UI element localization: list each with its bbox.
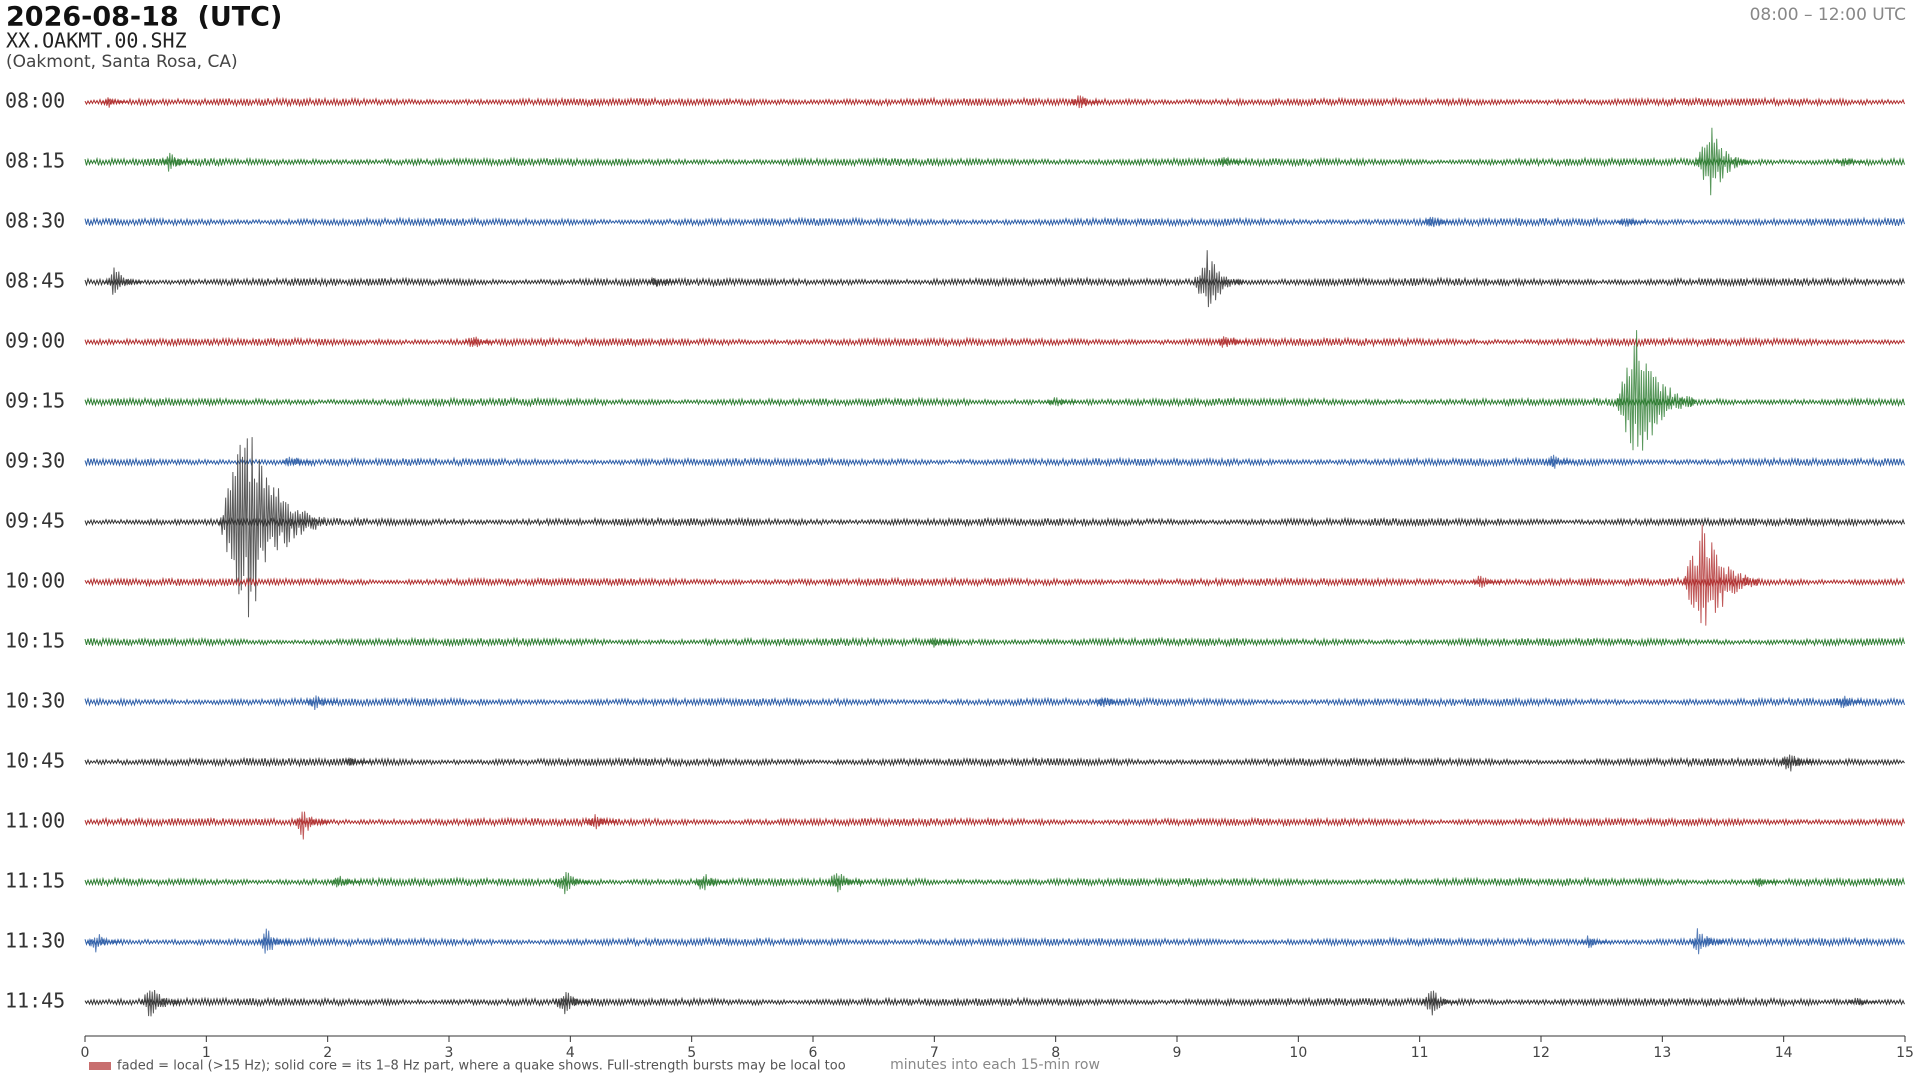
row-label: 10:00 [5, 569, 65, 593]
x-tick-label: 4 [566, 1045, 575, 1061]
event-burst [826, 873, 864, 893]
event-burst [139, 989, 181, 1017]
event-burst [330, 875, 363, 888]
trace-noise [84, 936, 1905, 948]
event-burst [1580, 935, 1612, 949]
trace-noise [84, 876, 1905, 888]
event-burst [646, 277, 677, 287]
event-burst [1614, 330, 1696, 451]
trace-noise [84, 516, 1905, 528]
x-tick-label: 10 [1289, 1045, 1307, 1061]
event-burst [553, 991, 591, 1015]
x-tick-label: 3 [445, 1045, 454, 1061]
event-burst [925, 637, 956, 648]
event-burst [343, 757, 373, 767]
row-label: 08:45 [5, 269, 65, 293]
trace-noise [84, 156, 1905, 168]
legend-swatch [89, 1062, 111, 1070]
x-tick-label: 2 [323, 1045, 332, 1061]
event-burst [87, 934, 122, 953]
event-burst [1046, 397, 1077, 407]
legend-text: faded = local (>15 Hz); solid core = its… [117, 1059, 846, 1074]
row-label: 11:45 [5, 989, 65, 1013]
row-label: 10:30 [5, 689, 65, 713]
event-burst [1471, 575, 1503, 588]
row-label: 09:45 [5, 509, 65, 533]
event-burst [218, 437, 325, 618]
x-tick-label: 1 [202, 1045, 211, 1061]
event-burst [306, 695, 338, 711]
trace-noise [84, 576, 1905, 588]
event-burst [585, 814, 617, 830]
event-burst [1687, 928, 1726, 955]
x-tick-label: 7 [930, 1045, 939, 1061]
x-tick-label: 15 [1896, 1045, 1914, 1061]
x-tick-label: 0 [81, 1045, 90, 1061]
event-burst [1750, 878, 1780, 888]
event-burst [1422, 216, 1454, 228]
row-label: 09:15 [5, 389, 65, 413]
event-burst [100, 97, 130, 108]
event-burst [1216, 336, 1248, 348]
event-burst [1682, 524, 1760, 626]
trace-noise [84, 996, 1905, 1008]
trace-noise [84, 96, 1905, 108]
event-burst [256, 928, 293, 954]
location: (Oakmont, Santa Rosa, CA) [6, 52, 238, 72]
event-burst [104, 267, 142, 295]
row-label: 08:15 [5, 149, 65, 173]
row-label: 11:30 [5, 929, 65, 953]
x-tick-label: 14 [1775, 1045, 1793, 1061]
event-burst [1694, 127, 1751, 196]
x-tick-label: 8 [1051, 1045, 1060, 1061]
station: XX.OAKMT.00.SHZ [6, 29, 187, 53]
x-axis-label: minutes into each 15-min row [890, 1057, 1100, 1073]
event-burst [292, 811, 331, 840]
trace-noise [84, 276, 1905, 288]
event-burst [159, 152, 195, 172]
row-label: 11:00 [5, 809, 65, 833]
x-tick-label: 13 [1653, 1045, 1671, 1061]
chart-title: 2026-08-18 (UTC) [6, 2, 282, 33]
event-burst [281, 456, 314, 467]
trace-noise [84, 756, 1905, 768]
row-label: 08:00 [5, 89, 65, 113]
row-label: 08:30 [5, 209, 65, 233]
range-label: 08:00 – 12:00 UTC [1750, 5, 1906, 25]
event-burst [1847, 997, 1877, 1007]
event-burst [1835, 158, 1865, 167]
event-burst [1543, 454, 1576, 469]
event-burst [1070, 95, 1103, 109]
trace-noise [84, 396, 1905, 408]
event-burst [1779, 754, 1814, 772]
x-tick-label: 6 [809, 1045, 818, 1061]
event-burst [1617, 218, 1648, 227]
event-burst [693, 874, 729, 891]
event-burst [463, 336, 496, 348]
event-burst [1421, 990, 1458, 1016]
row-label: 10:15 [5, 629, 65, 653]
row-label: 11:15 [5, 869, 65, 893]
event-burst [1192, 250, 1244, 308]
trace-noise [84, 456, 1905, 468]
row-label: 09:00 [5, 329, 65, 353]
x-tick-label: 9 [1173, 1045, 1182, 1061]
x-tick-label: 5 [687, 1045, 696, 1061]
trace-noise [84, 816, 1905, 828]
event-burst [553, 871, 591, 895]
trace-noise [84, 216, 1905, 228]
row-label: 10:45 [5, 749, 65, 773]
row-label: 09:30 [5, 449, 65, 473]
trace-noise [84, 696, 1905, 708]
trace-noise [84, 636, 1905, 648]
x-tick-label: 12 [1532, 1045, 1550, 1061]
event-burst [1095, 697, 1126, 708]
x-tick-label: 11 [1411, 1045, 1429, 1061]
event-burst [1834, 695, 1867, 709]
trace-noise [84, 336, 1905, 348]
event-burst [1216, 157, 1248, 167]
